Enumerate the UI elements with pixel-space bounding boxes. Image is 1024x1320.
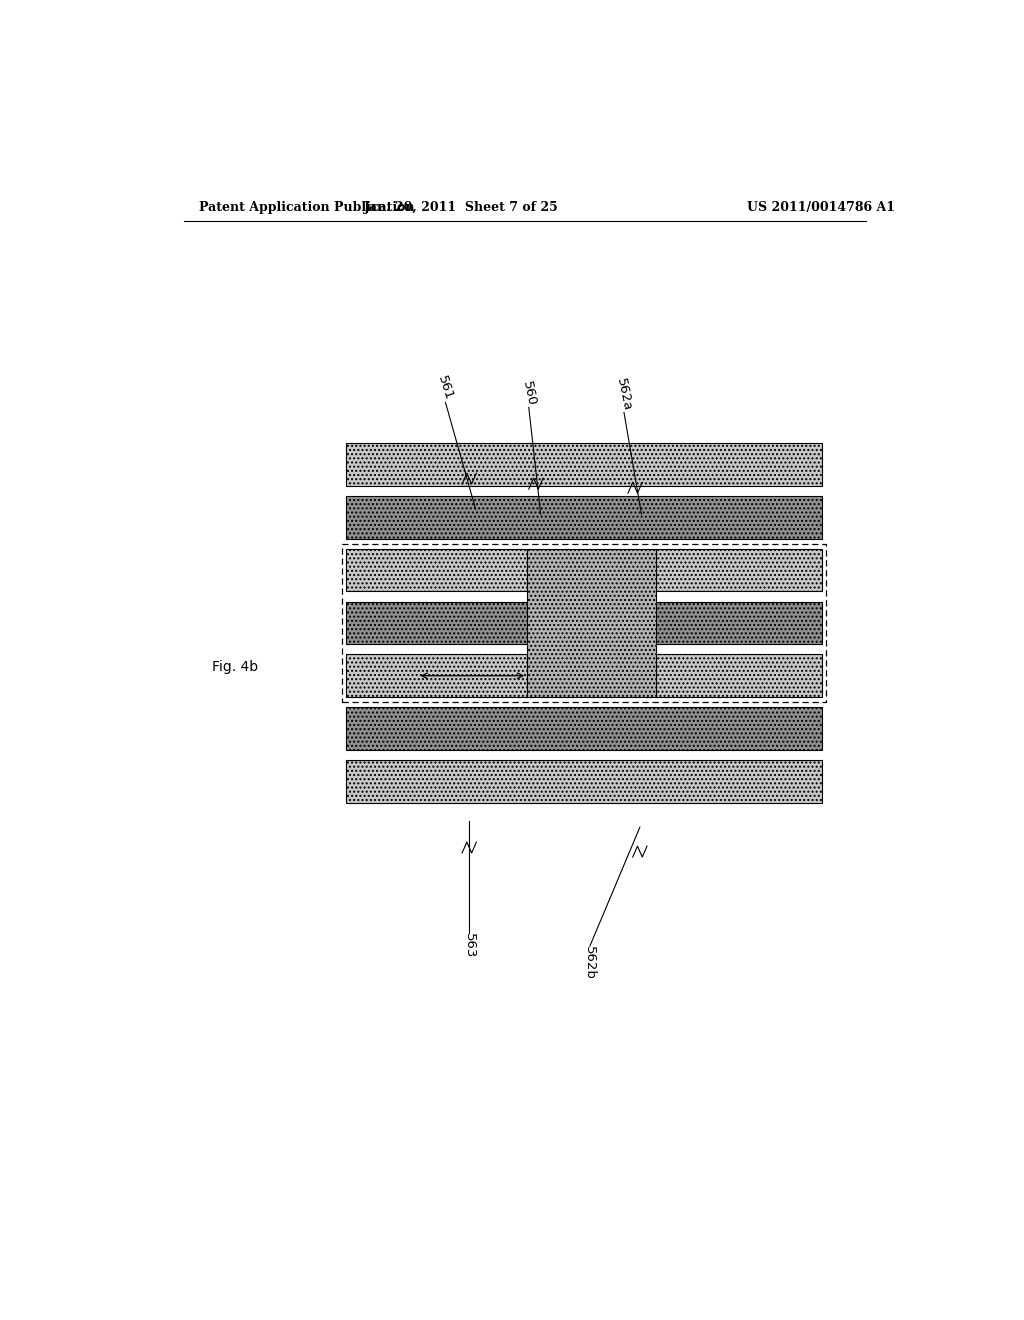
- Text: US 2011/0014786 A1: US 2011/0014786 A1: [748, 201, 895, 214]
- Bar: [655, 655, 822, 697]
- Bar: [346, 708, 822, 750]
- Text: 562a: 562a: [614, 378, 634, 412]
- Bar: [346, 444, 822, 486]
- Bar: [527, 549, 655, 697]
- Text: Fig. 4b: Fig. 4b: [212, 660, 258, 673]
- Text: Jan. 20, 2011  Sheet 7 of 25: Jan. 20, 2011 Sheet 7 of 25: [364, 201, 559, 214]
- Bar: [655, 549, 822, 591]
- Bar: [346, 655, 527, 697]
- Bar: [346, 496, 822, 539]
- Bar: [346, 760, 822, 803]
- Text: 563: 563: [463, 933, 476, 958]
- Text: 561: 561: [435, 374, 456, 403]
- Text: 562b: 562b: [584, 946, 596, 979]
- Text: Patent Application Publication: Patent Application Publication: [200, 201, 415, 214]
- Text: 560: 560: [520, 380, 538, 408]
- Bar: [346, 602, 822, 644]
- Bar: [342, 544, 826, 702]
- Bar: [346, 549, 527, 591]
